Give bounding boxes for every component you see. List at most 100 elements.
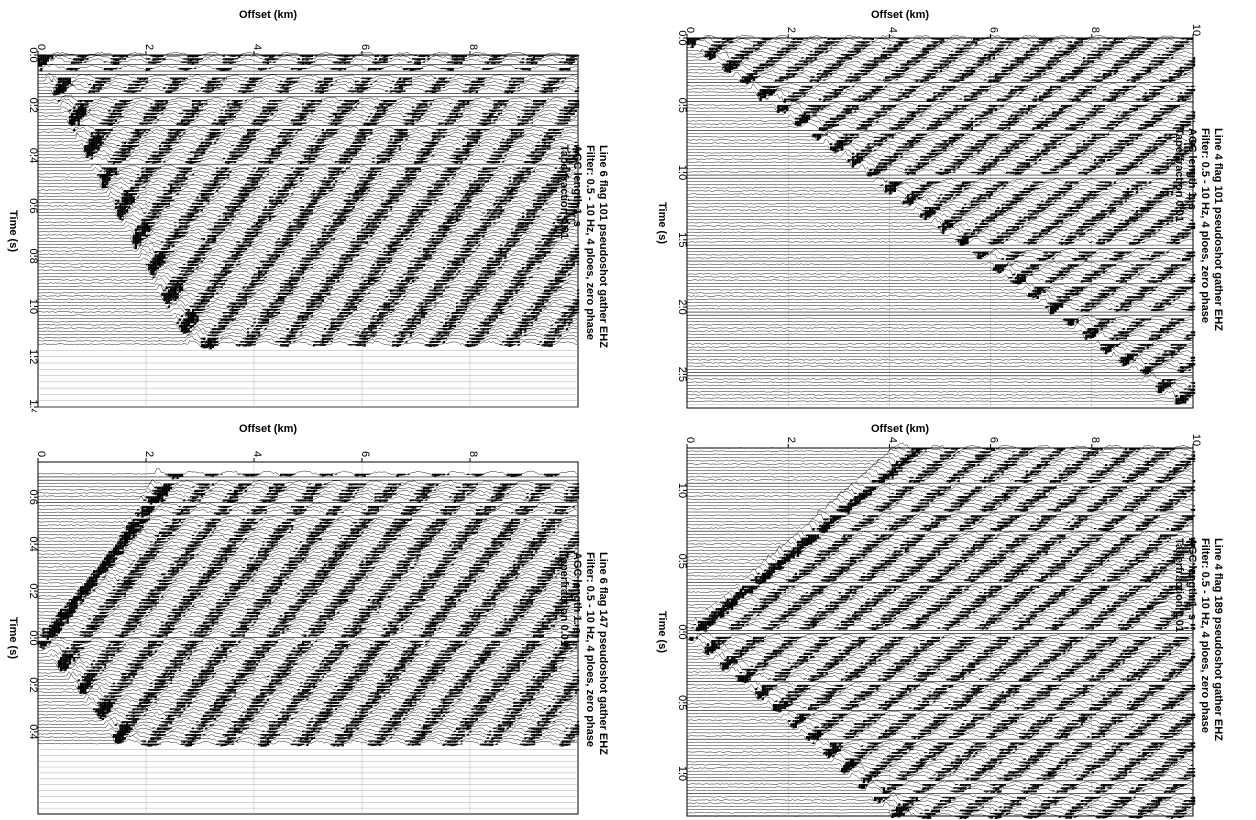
trace-peak <box>203 247 206 250</box>
trace-peak <box>115 67 118 70</box>
trace-peak <box>240 87 243 89</box>
trace-peak <box>473 231 476 234</box>
trace-peak <box>271 206 274 209</box>
trace-peak <box>385 100 388 103</box>
trace-peak <box>524 106 527 108</box>
trace-peak <box>321 180 324 183</box>
trace-peak <box>427 148 430 152</box>
trace-peak <box>262 167 265 169</box>
trace-peak <box>385 90 388 92</box>
trace-peak <box>456 161 459 164</box>
trace-peak <box>379 215 382 218</box>
trace-peak <box>315 154 318 157</box>
trace-peak <box>403 77 406 81</box>
trace-peak <box>574 209 577 212</box>
trace-peak <box>390 138 393 141</box>
trace-peak <box>480 135 483 137</box>
trace-peak <box>264 215 267 218</box>
trace-peak <box>513 196 516 198</box>
trace-peak <box>242 244 245 248</box>
trace-peak <box>159 154 162 157</box>
trace-peak <box>493 61 496 65</box>
trace-peak <box>346 157 349 161</box>
trace-peak <box>194 100 197 102</box>
trace-peak <box>442 87 445 88</box>
trace-peak <box>495 161 498 163</box>
trace-peak <box>475 180 478 183</box>
trace-peak <box>489 209 492 212</box>
trace-peak <box>561 67 564 71</box>
trace-peak <box>321 189 324 192</box>
trace-peak <box>326 83 329 87</box>
trace-peak <box>324 87 327 89</box>
trace-peak <box>273 157 276 159</box>
trace-peak <box>418 215 421 217</box>
trace-peak <box>317 206 320 207</box>
trace-peak <box>361 228 364 231</box>
trace-peak <box>304 67 307 70</box>
trace-peak <box>561 80 564 83</box>
trace-peak <box>145 177 148 180</box>
trace-peak <box>273 202 276 206</box>
trace-peak <box>506 241 509 245</box>
trace-peak <box>337 218 340 221</box>
trace-peak <box>174 189 177 193</box>
trace-peak <box>528 109 531 112</box>
trace-peak <box>414 55 417 56</box>
trace-peak <box>511 135 514 138</box>
trace-peak <box>183 180 186 182</box>
trace-peak <box>269 55 272 58</box>
trace-peak <box>506 186 509 190</box>
trace-peak <box>286 83 289 87</box>
trace-peak <box>409 80 412 83</box>
trace-peak <box>181 222 184 224</box>
trace-peak <box>416 58 419 61</box>
trace-peak <box>123 209 126 212</box>
trace-peak <box>145 116 148 119</box>
trace-peak <box>291 135 294 137</box>
trace-peak <box>284 141 287 145</box>
trace-peak <box>376 112 379 116</box>
trace-peak <box>156 167 159 169</box>
trace-peak <box>526 106 529 108</box>
trace-peak <box>390 193 393 195</box>
trace-peak <box>152 151 155 153</box>
trace-peak <box>491 209 494 211</box>
trace-peak <box>233 103 236 106</box>
trace-peak <box>559 112 562 115</box>
trace-peak <box>304 106 307 109</box>
trace-peak <box>262 67 265 70</box>
trace-peak <box>372 119 375 122</box>
trace-wiggle <box>37 224 577 234</box>
trace-peak <box>405 122 408 126</box>
trace-peak <box>486 161 489 163</box>
trace-peak <box>280 132 283 134</box>
trace-peak <box>101 167 104 169</box>
trace-peak <box>115 106 118 109</box>
trace-peak <box>486 215 489 217</box>
trace-peak <box>205 183 208 186</box>
trace-peak <box>326 193 329 194</box>
trace-peak <box>187 209 190 211</box>
trace-peak <box>106 80 109 82</box>
trace-peak <box>240 206 243 208</box>
trace-peak <box>396 234 399 237</box>
trace-peak <box>277 83 280 86</box>
trace-peak <box>110 128 113 131</box>
trace-peak <box>436 90 439 92</box>
trace-peak <box>453 215 456 218</box>
trace-peak <box>93 141 96 146</box>
trace-peak <box>315 257 318 259</box>
trace-peak <box>260 177 263 178</box>
trace-peak <box>478 122 481 124</box>
trace-peak <box>255 128 258 131</box>
trace-peak <box>387 189 390 191</box>
trace-peak <box>163 100 166 102</box>
trace-peak <box>473 228 476 230</box>
trace-peak <box>522 132 525 134</box>
trace-peak <box>277 135 280 138</box>
trace-peak <box>453 58 456 61</box>
trace-peak <box>491 215 494 218</box>
trace-peak <box>550 183 553 186</box>
trace-peak <box>425 202 428 205</box>
